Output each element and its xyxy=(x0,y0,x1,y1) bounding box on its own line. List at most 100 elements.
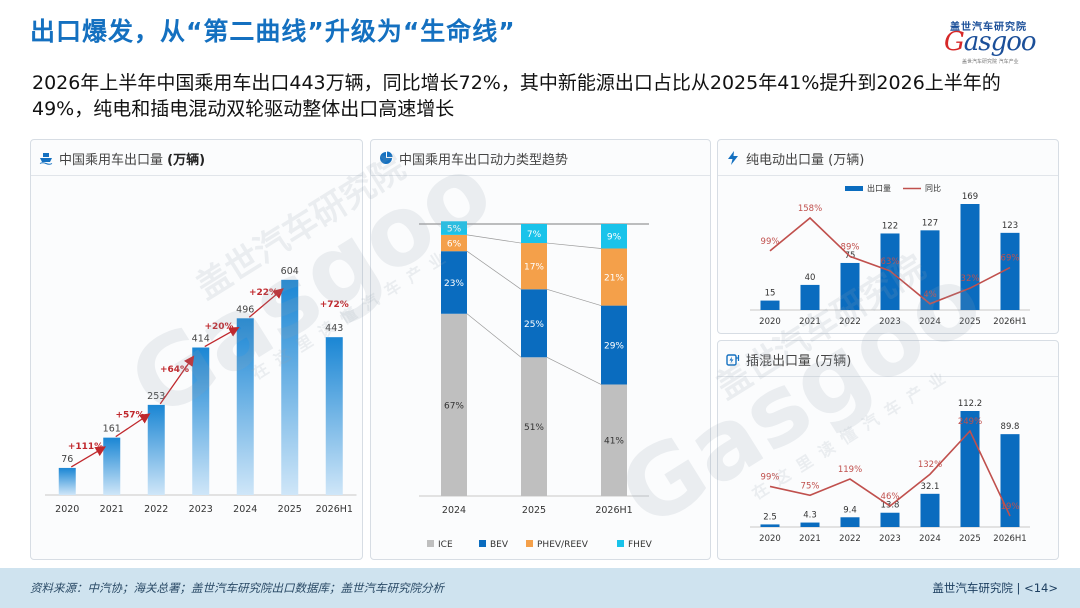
plug-icon xyxy=(726,354,740,366)
yoy-label-2025: 32% xyxy=(961,274,980,284)
legend-swatch-FHEV xyxy=(617,540,624,547)
footer-org: 盖世汽车研究院 | <14> xyxy=(932,581,1058,595)
x-tick-2025: 2025 xyxy=(959,317,981,327)
x-tick-2021: 2021 xyxy=(799,317,821,327)
yoy-label-2023: 46% xyxy=(881,492,900,502)
legend-swatch-BEV xyxy=(479,540,486,547)
bar-2020 xyxy=(760,524,780,527)
x-tick-2026H1: 2026H1 xyxy=(595,505,632,516)
growth-label-2024: +20% xyxy=(204,322,233,332)
page-subtitle: 2026年上半年中国乘用车出口443万辆，同比增长72%，其中新能源出口占比从2… xyxy=(32,72,1001,120)
segment-PHEV/REEV-2024 xyxy=(441,234,467,252)
bar-2021 xyxy=(103,437,121,495)
segment-FHEV-2025 xyxy=(521,224,547,244)
x-tick-2021: 2021 xyxy=(799,534,821,544)
growth-label-2022: +57% xyxy=(115,410,144,420)
bar-2026H1 xyxy=(325,337,343,495)
value-label-2025: 112.2 xyxy=(958,399,982,409)
x-tick-2025: 2025 xyxy=(278,504,302,515)
legend-swatch-PHEV/REEV xyxy=(526,540,533,547)
value-label-2021: 40 xyxy=(805,273,816,283)
segment-ICE-2024 xyxy=(441,313,467,496)
yoy-label-2020: 99% xyxy=(761,237,780,247)
bar-2021 xyxy=(800,284,820,310)
panel-phev: 插混出口量 (万辆) 2.5 2020 4.3 2021 9.4 2022 13.8 2023… xyxy=(717,340,1059,560)
bar-2022 xyxy=(840,517,860,527)
value-label-2026H1: 123 xyxy=(1002,221,1018,231)
powertrain-stacked-chart: 67% 23% 6% 5% 2024 51% 25% 17% 7% 2025 41% 29% 21% 9%… xyxy=(419,221,653,550)
phev-combo-chart: 2.520204.320219.4202213.8202332.12024112… xyxy=(750,399,1030,544)
panel-exports: 中国乘用车出口量 (万辆) 76 2020 161 2021 253 2022 414 202… xyxy=(30,139,363,560)
panel-bev: 纯电动出口量 (万辆) 15 2020 40 2021 75 2022 122 2023 127… xyxy=(717,139,1059,334)
panel-powertrain-title: 中国乘用车出口动力类型趋势 xyxy=(399,153,569,168)
segment-BEV-2024 xyxy=(441,251,467,314)
connector-PHEV/REEV-1 xyxy=(546,242,602,249)
x-tick-2023: 2023 xyxy=(189,504,213,515)
seg-label-BEV-2025: 25% xyxy=(524,320,544,330)
value-label-2022: 253 xyxy=(147,391,165,402)
bar-2021 xyxy=(800,522,820,527)
yoy-line xyxy=(769,216,1011,305)
footer-source: 资料来源：中汽协；海关总署；盖世汽车研究院出口数据库；盖世汽车研究院分析 xyxy=(30,581,444,595)
bar-2023 xyxy=(192,347,210,495)
page-number: <14> xyxy=(1024,581,1058,595)
seg-label-FHEV-2026H1: 9% xyxy=(607,233,622,243)
exports-bar-chart: 76 2020 161 2021 253 2022 414 2023 496 2024 604 202… xyxy=(45,266,357,515)
bar-2023 xyxy=(880,512,900,527)
bar-2024 xyxy=(236,318,254,495)
legend-label-line: 同比 xyxy=(925,183,941,193)
value-label-2024: 32.1 xyxy=(921,482,940,492)
yoy-label-2024: 4% xyxy=(923,290,937,300)
logo-sub: 盖世汽车研究院 汽车产业 xyxy=(962,59,1019,65)
value-label-2024: 496 xyxy=(236,304,254,315)
bar-2022 xyxy=(840,262,860,310)
seg-label-FHEV-2025: 7% xyxy=(527,230,542,240)
panel-exports-title: 中国乘用车出口量 (万辆) xyxy=(59,153,206,168)
value-label-2020: 15 xyxy=(765,289,776,299)
bar-2025 xyxy=(281,279,299,495)
growth-arrow-2022 xyxy=(115,413,151,438)
growth-label-2025: +22% xyxy=(249,288,278,298)
legend-label-PHEV/REEV: PHEV/REEV xyxy=(537,540,589,550)
x-tick-2024: 2024 xyxy=(919,534,941,544)
growth-label-2023: +64% xyxy=(160,365,189,375)
yoy-label-2022: 89% xyxy=(841,242,860,252)
yoy-label-2020: 99% xyxy=(761,472,780,482)
growth-label-2026H1: +72% xyxy=(320,300,349,310)
x-tick-2026H1: 2026H1 xyxy=(993,317,1026,327)
legend-swatch-bar xyxy=(845,186,863,191)
lightning-icon xyxy=(728,151,738,165)
panel-phev-title: 插混出口量 (万辆) xyxy=(746,354,852,369)
value-label-2023: 414 xyxy=(192,334,210,345)
connector-BEV-1 xyxy=(546,288,602,306)
value-label-2020: 2.5 xyxy=(763,512,777,522)
bar-2022 xyxy=(147,404,165,495)
x-tick-2022: 2022 xyxy=(839,534,861,544)
value-label-2021: 161 xyxy=(103,424,121,435)
pie-chart-icon xyxy=(380,151,393,164)
bar-2020 xyxy=(760,300,780,310)
seg-label-ICE-2025: 51% xyxy=(524,423,544,433)
segment-ICE-2025 xyxy=(521,357,547,496)
segment-PHEV/REEV-2026H1 xyxy=(601,248,627,306)
value-label-2023: 122 xyxy=(882,221,898,231)
yoy-label-2021: 75% xyxy=(801,481,820,491)
segment-FHEV-2026H1 xyxy=(601,224,627,249)
seg-label-ICE-2026H1: 41% xyxy=(604,437,624,447)
seg-label-PHEV/REEV-2026H1: 21% xyxy=(604,274,624,284)
value-label-2024: 127 xyxy=(922,218,938,228)
segment-BEV-2026H1 xyxy=(601,305,627,385)
x-tick-2023: 2023 xyxy=(879,317,901,327)
x-tick-2024: 2024 xyxy=(233,504,257,515)
seg-label-PHEV/REEV-2025: 17% xyxy=(524,263,544,273)
seg-label-ICE-2024: 67% xyxy=(444,401,464,411)
legend-label-ICE: ICE xyxy=(438,540,453,550)
seg-label-PHEV/REEV-2024: 6% xyxy=(447,240,462,250)
legend-label-BEV: BEV xyxy=(490,540,509,550)
value-label-2026H1: 443 xyxy=(325,323,343,334)
x-tick-2024: 2024 xyxy=(919,317,941,327)
value-label-2021: 4.3 xyxy=(803,511,817,521)
seg-label-BEV-2024: 23% xyxy=(444,279,464,289)
bar-2020 xyxy=(58,467,76,495)
panel-exports-header: 中国乘用车出口量 (万辆) xyxy=(31,140,362,176)
